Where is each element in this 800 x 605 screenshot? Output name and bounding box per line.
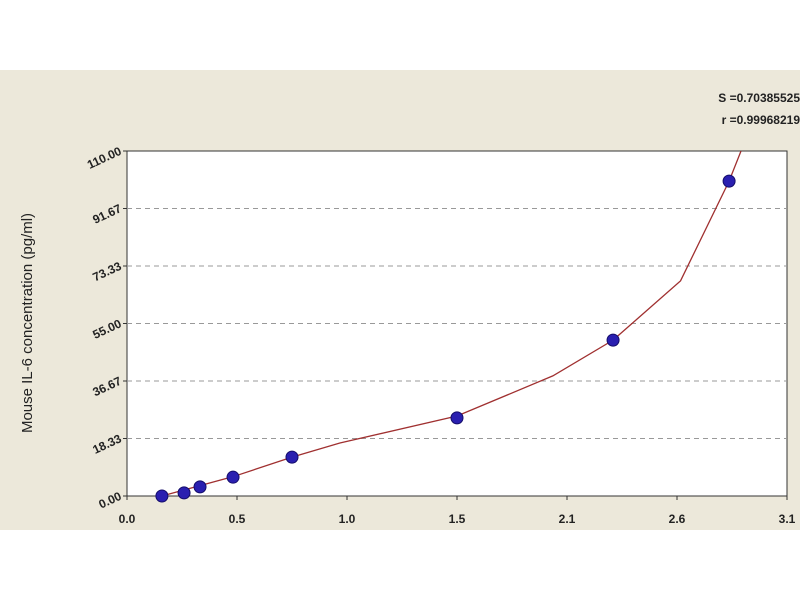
point (155, 489, 169, 503)
x-tick-label: 0.5 (229, 512, 246, 526)
annotation: r =0.99968219 (722, 113, 800, 127)
point (285, 450, 299, 464)
point (177, 486, 191, 500)
x-tick-label: 1.0 (339, 512, 356, 526)
point (193, 480, 207, 494)
x-tick-label: 0.0 (119, 512, 136, 526)
y-axis-label: Mouse IL-6 concentration (pg/ml) (19, 213, 36, 433)
point (450, 411, 464, 425)
point (606, 333, 620, 347)
x-tick-label: 1.5 (449, 512, 466, 526)
x-tick-label: 2.6 (669, 512, 686, 526)
point (722, 174, 736, 188)
annotation: S =0.70385525 (718, 91, 800, 105)
x-tick-label: 2.1 (559, 512, 576, 526)
point (226, 470, 240, 484)
x-tick-label: 3.1 (779, 512, 796, 526)
